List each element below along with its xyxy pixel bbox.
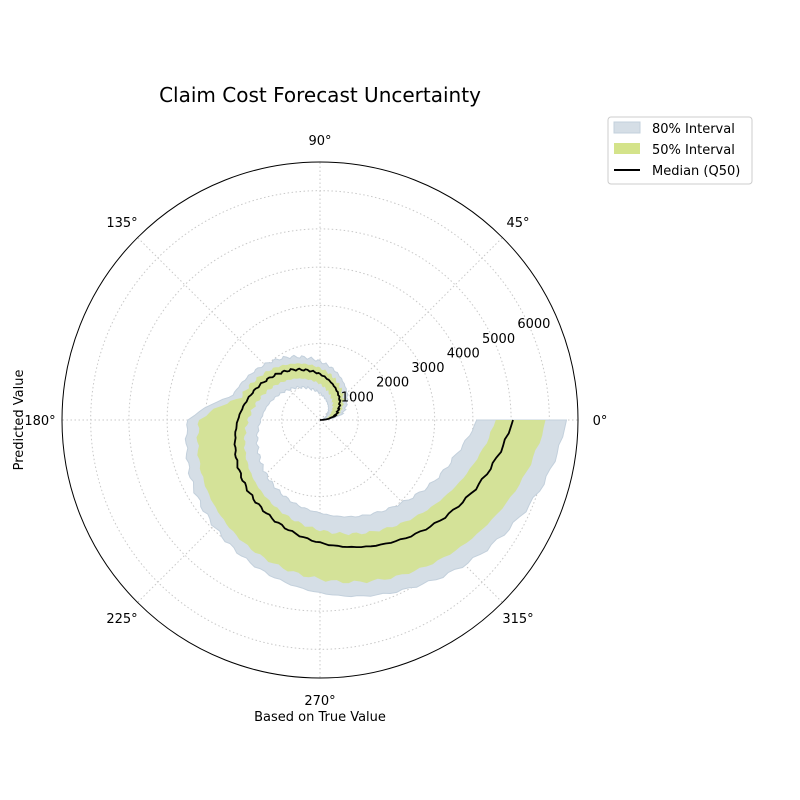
radial-tick-label: 5000 <box>482 332 515 347</box>
radial-tick-label: 3000 <box>411 361 444 376</box>
radial-gridline-1000 <box>281 381 359 459</box>
angle-tick-label: 270° <box>304 694 335 709</box>
legend-label-median: Median (Q50) <box>652 164 740 179</box>
y-axis-title: Predicted Value <box>12 370 27 471</box>
plot-frame <box>61 161 579 679</box>
radial-tick-label: 2000 <box>376 376 409 391</box>
legend: 80% Interval 50% Interval Median (Q50) <box>607 116 753 185</box>
legend-swatch-80-interval <box>613 121 641 134</box>
legend-box <box>607 116 753 185</box>
x-axis-title: Based on True Value <box>254 710 386 725</box>
radial-tick-label: 4000 <box>447 346 480 361</box>
tick-labels: 0° 45° 90° 135° 180° 225° 270° 315° 100020003000… <box>24 134 607 709</box>
angle-tick-label: 315° <box>502 612 533 627</box>
angle-tick-label: 135° <box>106 216 137 231</box>
angle-tick-label: 225° <box>106 612 137 627</box>
legend-label-50-interval: 50% Interval <box>652 143 735 158</box>
angle-tick-label: 0° <box>593 414 608 429</box>
angular-gridline-45 <box>319 237 503 421</box>
legend-label-80-interval: 80% Interval <box>652 122 735 137</box>
radial-tick-label: 1000 <box>341 390 374 405</box>
angle-tick-label: 45° <box>506 216 529 231</box>
chart-title: Claim Cost Forecast Uncertainty <box>159 83 481 107</box>
angular-gridline-135 <box>137 237 321 421</box>
line-median-q50 <box>233 367 514 548</box>
radial-tick-label: 6000 <box>517 317 550 332</box>
series-layer <box>184 354 568 598</box>
angle-tick-label: 90° <box>308 134 331 149</box>
legend-swatch-50-interval <box>614 143 640 154</box>
angle-tick-label: 180° <box>24 414 55 429</box>
